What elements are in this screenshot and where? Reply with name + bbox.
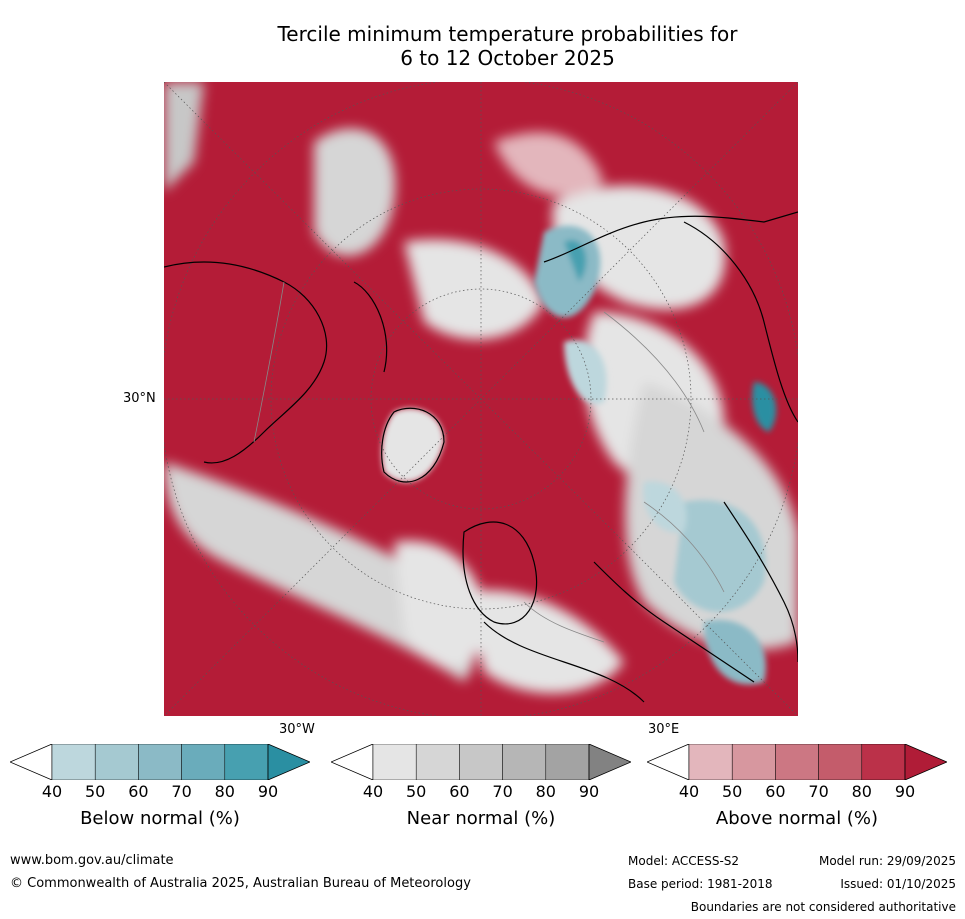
colorbar-cell [818,744,863,780]
colorbar-tick-label: 70 [171,782,192,801]
colorbar-near-normal-svg [331,744,631,780]
longitude-label-west: 30°W [279,722,315,737]
colorbar-tick-label: 90 [578,782,600,801]
colorbar-tick-label: 40 [678,782,700,801]
colorbar-tick-label: 60 [128,782,149,801]
colorbar-below-normal-svg [10,744,310,780]
colorbar-cell [545,744,590,780]
probability-map [164,82,798,716]
colorbar-tick-label: 70 [808,782,829,801]
map-title-line-1: Tercile minimum temperature probabilitie… [277,22,738,46]
near-normal-regions [164,82,798,694]
colorbar-extend-high [267,744,310,780]
colorbar-tick-label: 40 [362,782,384,801]
colorbar-cell [415,744,460,780]
colorbar-label-above-normal: Above normal (%) [715,808,879,829]
graticule [164,82,798,716]
colorbar-extend-low [647,744,690,780]
footer-disclaimer: Boundaries are not considered authoritat… [690,900,956,914]
colorbar-tick-label: 90 [894,782,916,801]
map-title-line-2: 6 to 12 October 2025 [400,46,615,70]
colorbar-extend-high [904,744,947,780]
coastlines [164,211,798,703]
colorbar-cell [138,744,182,780]
footer-model: Model: ACCESS-S2 [628,854,740,868]
footer-issued: Issued: 01/10/2025 [840,877,956,891]
colorbar-tick-label: 80 [535,782,556,801]
colorbar-cell [731,744,776,780]
colorbar-cell [502,744,547,780]
colorbar-cell [51,744,96,780]
footer-model-run: Model run: 29/09/2025 [818,854,956,868]
colorbar-label-below-normal: Below normal (%) [80,808,240,829]
colorbar-cell [688,744,733,780]
footer-url: www.bom.gov.au/climate [10,853,174,868]
longitude-label-east: 30°E [648,722,680,737]
colorbar-above-normal-svg [647,744,947,780]
colorbar-cell [181,744,226,780]
colorbar-tick-label: 50 [85,782,106,801]
colorbar-tick-label: 90 [257,782,279,801]
footer-base-period: Base period: 1981-2018 [628,877,773,891]
colorbar-cell [372,744,417,780]
footer-copyright: © Commonwealth of Australia 2025, Austra… [10,876,471,891]
borders [253,281,725,643]
latitude-label: 30°N [123,391,156,406]
greenland-region [381,408,444,482]
colorbar-cell [94,744,139,780]
colorbar-tick-label: 70 [492,782,513,801]
colorbar-extend-low [10,744,53,780]
colorbar-tick-label: 80 [214,782,235,801]
map-canvas [164,82,798,716]
colorbar-tick-label: 40 [41,782,63,801]
below-normal-regions [534,225,777,685]
colorbar-cell [775,744,819,780]
colorbar-cell [861,744,906,780]
colorbar-tick-label: 80 [851,782,872,801]
colorbar-cell [459,744,503,780]
colorbar-extend-high [588,744,631,780]
colorbar-tick-label: 50 [406,782,427,801]
colorbar-cell [224,744,269,780]
colorbar-tick-label: 60 [449,782,470,801]
colorbar-label-near-normal: Near normal (%) [406,808,556,829]
colorbar-extend-low [331,744,374,780]
colorbar-tick-label: 60 [765,782,786,801]
colorbar-tick-label: 50 [722,782,743,801]
